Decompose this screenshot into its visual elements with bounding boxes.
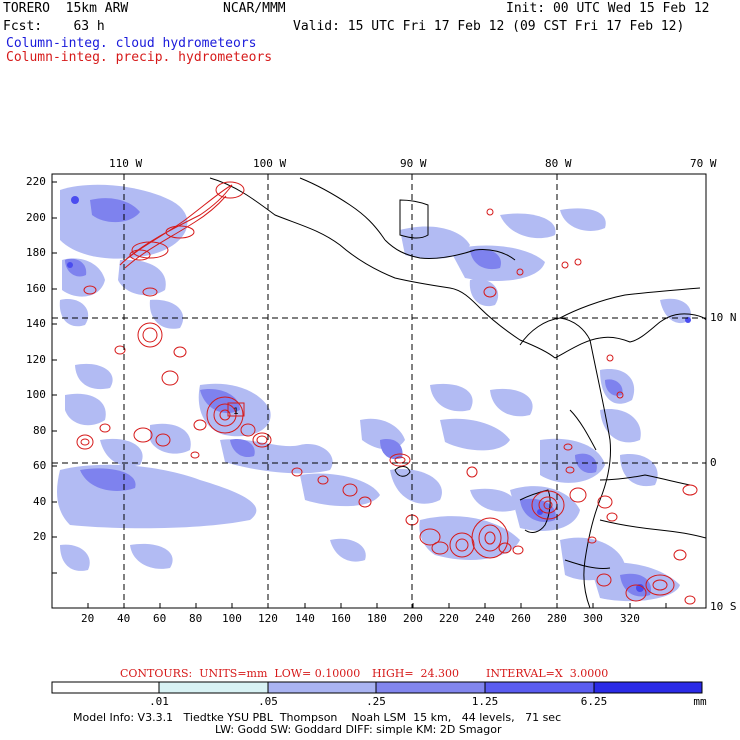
station-marker-box bbox=[227, 402, 245, 417]
x-tick-80: 80 bbox=[189, 612, 203, 625]
y-tick-140: 140 bbox=[26, 317, 46, 330]
lat-label-10n: 10 N bbox=[710, 311, 737, 324]
y-tick-60: 60 bbox=[33, 459, 47, 472]
model-title: TORERO 15km ARW bbox=[3, 1, 129, 16]
colorbar-bin-1 bbox=[159, 682, 268, 693]
x-tick-100: 100 bbox=[222, 612, 242, 625]
x-tick-60: 60 bbox=[153, 612, 167, 625]
latlon-grid bbox=[52, 174, 706, 608]
x-tick-200: 200 bbox=[403, 612, 423, 625]
lon-label-90w: 90 W bbox=[400, 157, 427, 170]
x-tick-140: 140 bbox=[295, 612, 315, 625]
contour-info-units: CONTOURS: UNITS=mm LOW= 0.10000 bbox=[120, 667, 361, 680]
coastlines bbox=[209, 177, 706, 608]
colorbar-label-625: 6.25 bbox=[580, 695, 608, 708]
y-tick-120: 120 bbox=[26, 353, 46, 366]
colorbar-bin-3 bbox=[376, 682, 485, 693]
x-tick-20: 20 bbox=[81, 612, 95, 625]
y-tick-200: 200 bbox=[26, 211, 46, 224]
map-frame bbox=[51, 173, 707, 609]
model-info-line1: Model Info: V3.3.1 Tiedtke YSU PBL Thomp… bbox=[73, 711, 562, 724]
field-cloud-label: Column-integ. cloud hydrometeors bbox=[6, 36, 257, 51]
valid-time: Valid: 15 UTC Fri 17 Feb 12 (09 CST Fri … bbox=[293, 19, 685, 34]
y-tick-220: 220 bbox=[26, 175, 46, 188]
colorbar-bin-2 bbox=[268, 682, 376, 693]
precip-contours bbox=[76, 181, 698, 605]
cloud-shading-dark bbox=[67, 196, 691, 592]
init-time: Init: 00 UTC Wed 15 Feb 12 bbox=[506, 1, 710, 16]
map-field-layer bbox=[52, 174, 706, 608]
station-marker-label: 1 bbox=[233, 407, 239, 417]
colorbar-label-001: .01 bbox=[149, 695, 169, 708]
x-tick-120: 120 bbox=[258, 612, 278, 625]
lat-label-0: 0 bbox=[710, 456, 717, 469]
center-name: NCAR/MMM bbox=[223, 1, 286, 16]
colorbar-label-005: .05 bbox=[258, 695, 278, 708]
colorbar-label-125: 1.25 bbox=[471, 695, 499, 708]
y-tick-80: 80 bbox=[33, 424, 47, 437]
x-tick-180: 180 bbox=[367, 612, 387, 625]
y-tick-100: 100 bbox=[26, 388, 46, 401]
x-tick-300: 300 bbox=[583, 612, 603, 625]
x-tick-160: 160 bbox=[331, 612, 351, 625]
lon-label-70w: 70 W bbox=[690, 157, 717, 170]
x-tick-260: 260 bbox=[511, 612, 531, 625]
lon-label-110w: 110 W bbox=[109, 157, 143, 170]
colorbar-bin-0 bbox=[52, 682, 159, 693]
lon-label-80w: 80 W bbox=[545, 157, 572, 170]
color-bar bbox=[51, 681, 703, 694]
y-tick-40: 40 bbox=[33, 495, 47, 508]
forecast-hour: Fcst: 63 h bbox=[3, 19, 105, 34]
colorbar-bin-5 bbox=[594, 682, 702, 693]
lat-label-10s: 10 S bbox=[710, 600, 737, 613]
contour-info-interval: INTERVAL=X 3.0000 bbox=[486, 667, 609, 680]
contour-info-high: HIGH= 24.300 bbox=[372, 667, 460, 680]
model-info-line2: LW: Godd SW: Goddard DIFF: simple KM: 2D… bbox=[215, 723, 502, 736]
x-tick-240: 240 bbox=[475, 612, 495, 625]
x-tick-320: 320 bbox=[620, 612, 640, 625]
y-tick-20: 20 bbox=[33, 530, 47, 543]
axis-ticks bbox=[52, 181, 667, 608]
field-precip-label: Column-integ. precip. hydrometeors bbox=[6, 50, 273, 65]
x-tick-280: 280 bbox=[547, 612, 567, 625]
x-tick-40: 40 bbox=[117, 612, 131, 625]
lon-label-100w: 100 W bbox=[253, 157, 287, 170]
colorbar-bin-4 bbox=[485, 682, 594, 693]
x-tick-220: 220 bbox=[439, 612, 459, 625]
colorbar-label-025: .25 bbox=[366, 695, 386, 708]
y-tick-180: 180 bbox=[26, 246, 46, 259]
colorbar-unit: mm bbox=[693, 695, 707, 708]
y-tick-160: 160 bbox=[26, 282, 46, 295]
